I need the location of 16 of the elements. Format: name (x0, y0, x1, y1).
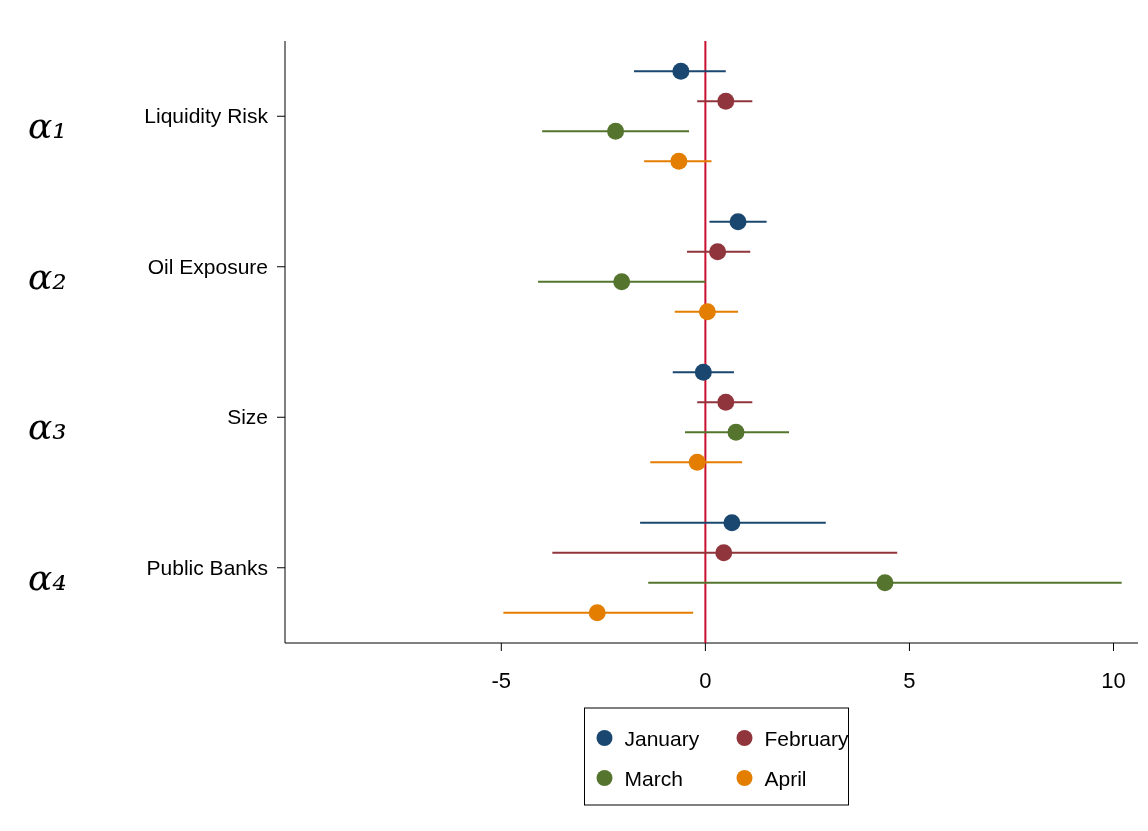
legend-label: February (764, 727, 850, 750)
text: α₂ (28, 255, 67, 297)
x-tick-label: -5 (491, 668, 512, 693)
legend-label: April (764, 767, 807, 790)
text: α₄ (28, 556, 67, 598)
y-tick-label: Size (227, 405, 268, 429)
legend-label: March (624, 767, 683, 790)
legend-label: January (624, 727, 700, 750)
y-tick-label: Oil Exposure (147, 254, 268, 278)
y-tick-label: Public Banks (146, 555, 268, 579)
x-tick-label: 5 (903, 668, 916, 693)
x-tick-label: 10 (1101, 668, 1126, 693)
text: α₃ (28, 406, 67, 448)
y-tick-label: Liquidity Risk (144, 104, 269, 128)
text: α₁ (28, 105, 67, 147)
x-tick-label: 0 (699, 668, 712, 693)
